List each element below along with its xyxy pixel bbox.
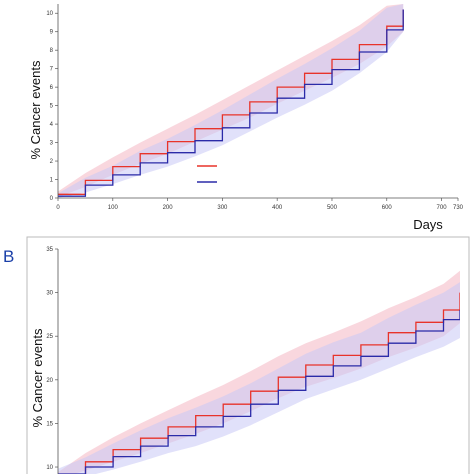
panel-b-border [26,236,470,474]
panel-b-ci-band-2 [58,282,460,474]
panel-a-series-layer [58,4,404,198]
panel-b-letter: B [3,247,14,266]
panel-a-x-tick-label: 500 [327,205,338,211]
panel-a-x-tick-label: 700 [437,205,448,211]
panel-a-y-tick-label: 0 [50,196,54,202]
panel-a-ci-band-2 [58,4,404,198]
panel-a-x-tick-label: 0 [56,205,60,211]
panel-a-x-tick-label: 400 [272,205,283,211]
panel-a-x-tick-label: 100 [108,205,119,211]
panel-b-series-layer [58,270,460,474]
panel-a-y-tick-label: 3 [50,141,54,147]
panel-a-y-tick-label: 9 [50,30,54,36]
panel-a-xlabel: Days [413,217,443,232]
panel-a-y-tick-label: 5 [50,104,54,110]
panel-a-x-tick-label: 300 [217,205,228,211]
panel-a-y-tick-label: 8 [50,48,54,54]
panel-a-y-tick-label: 2 [50,159,54,165]
panel-a-y-tick-label: 4 [50,122,54,128]
panel-b-y-tick-label: 30 [46,291,53,297]
panel-b: B % Cancer events 10 15 20 25 30 35 [3,236,470,474]
panel-b-series-line-2 [58,310,460,474]
panel-a-y-tick-label: 6 [50,85,54,91]
panel-b-y-tick-label: 25 [46,334,53,340]
panel-a-y-tick-label: 10 [46,11,53,17]
panel-a-x-tick-label: 730 [453,205,464,211]
panel-b-y-tick-label: 15 [46,421,53,427]
panel-b-plot-area: 10 15 20 25 30 35 [46,247,460,474]
panel-a-series-line-2 [58,9,404,197]
panel-a-y-tick-label: 1 [50,178,54,184]
panel-b-y-tick-label: 10 [46,465,53,471]
panel-a-y-tick-label: 7 [50,67,54,73]
panel-b-y-tick-label: 35 [46,247,53,253]
panel-b-ylabel: % Cancer events [30,328,45,427]
panel-a-ylabel: % Cancer events [28,60,43,159]
panel-b-y-tick-label: 20 [46,378,53,384]
panel-a-ci-band-1 [58,4,404,198]
panel-a-x-tick-label: 600 [382,205,393,211]
panel-a-x-tick-label: 200 [163,205,174,211]
